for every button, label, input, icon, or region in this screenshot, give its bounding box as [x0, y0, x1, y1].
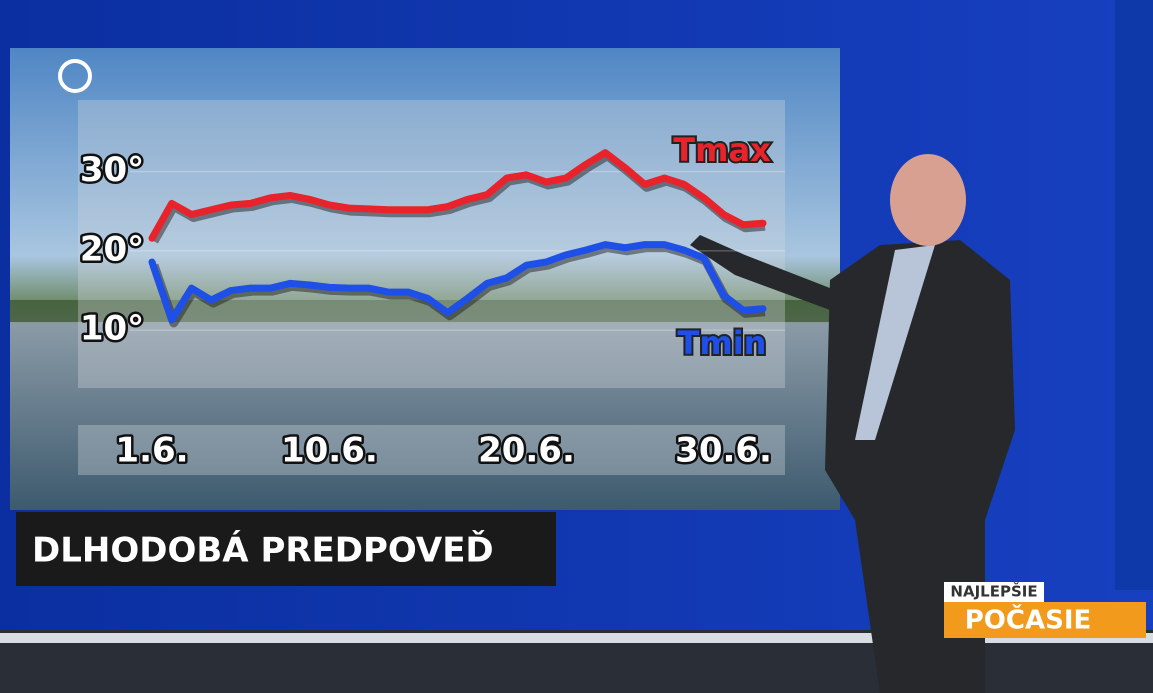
y-tick-label: 30° [80, 150, 144, 190]
title-box [16, 512, 556, 586]
y-tick-label: 20° [80, 229, 144, 269]
series-line [148, 149, 767, 242]
brand-bottom-box [944, 602, 1146, 638]
x-tick-label: 20.6. [478, 431, 575, 471]
brand-top: NAJLEPŠIE [950, 582, 1037, 601]
brand-top-box [944, 582, 1044, 602]
brand-bottom: POČASIE [965, 604, 1092, 636]
floor-light [0, 633, 1153, 643]
x-tick-label: 10.6. [281, 431, 378, 471]
axis-panel [78, 425, 785, 475]
presenter-shirt [855, 245, 935, 440]
presenter-head [890, 154, 966, 246]
plot: 10° 20° 30° 1.6. 10.6. 20.6. 30.6. Tmax Tmin [77, 129, 785, 473]
presenter-arm [690, 235, 835, 310]
presenter-body [825, 240, 1015, 693]
x-tick-label: 30.6. [675, 431, 772, 471]
series-line [148, 241, 767, 324]
wall-panel [1115, 0, 1153, 590]
presenter [690, 154, 1015, 693]
legend-label: Tmax [673, 131, 771, 169]
legend-label: Tmin [678, 324, 767, 362]
chart-title: DLHODOBÁ PREDPOVEĎ [32, 530, 494, 571]
logo [58, 59, 92, 93]
y-tick-label: 10° [80, 309, 144, 349]
photo-background [10, 48, 840, 510]
x-tick-label: 1.6. [115, 431, 188, 471]
